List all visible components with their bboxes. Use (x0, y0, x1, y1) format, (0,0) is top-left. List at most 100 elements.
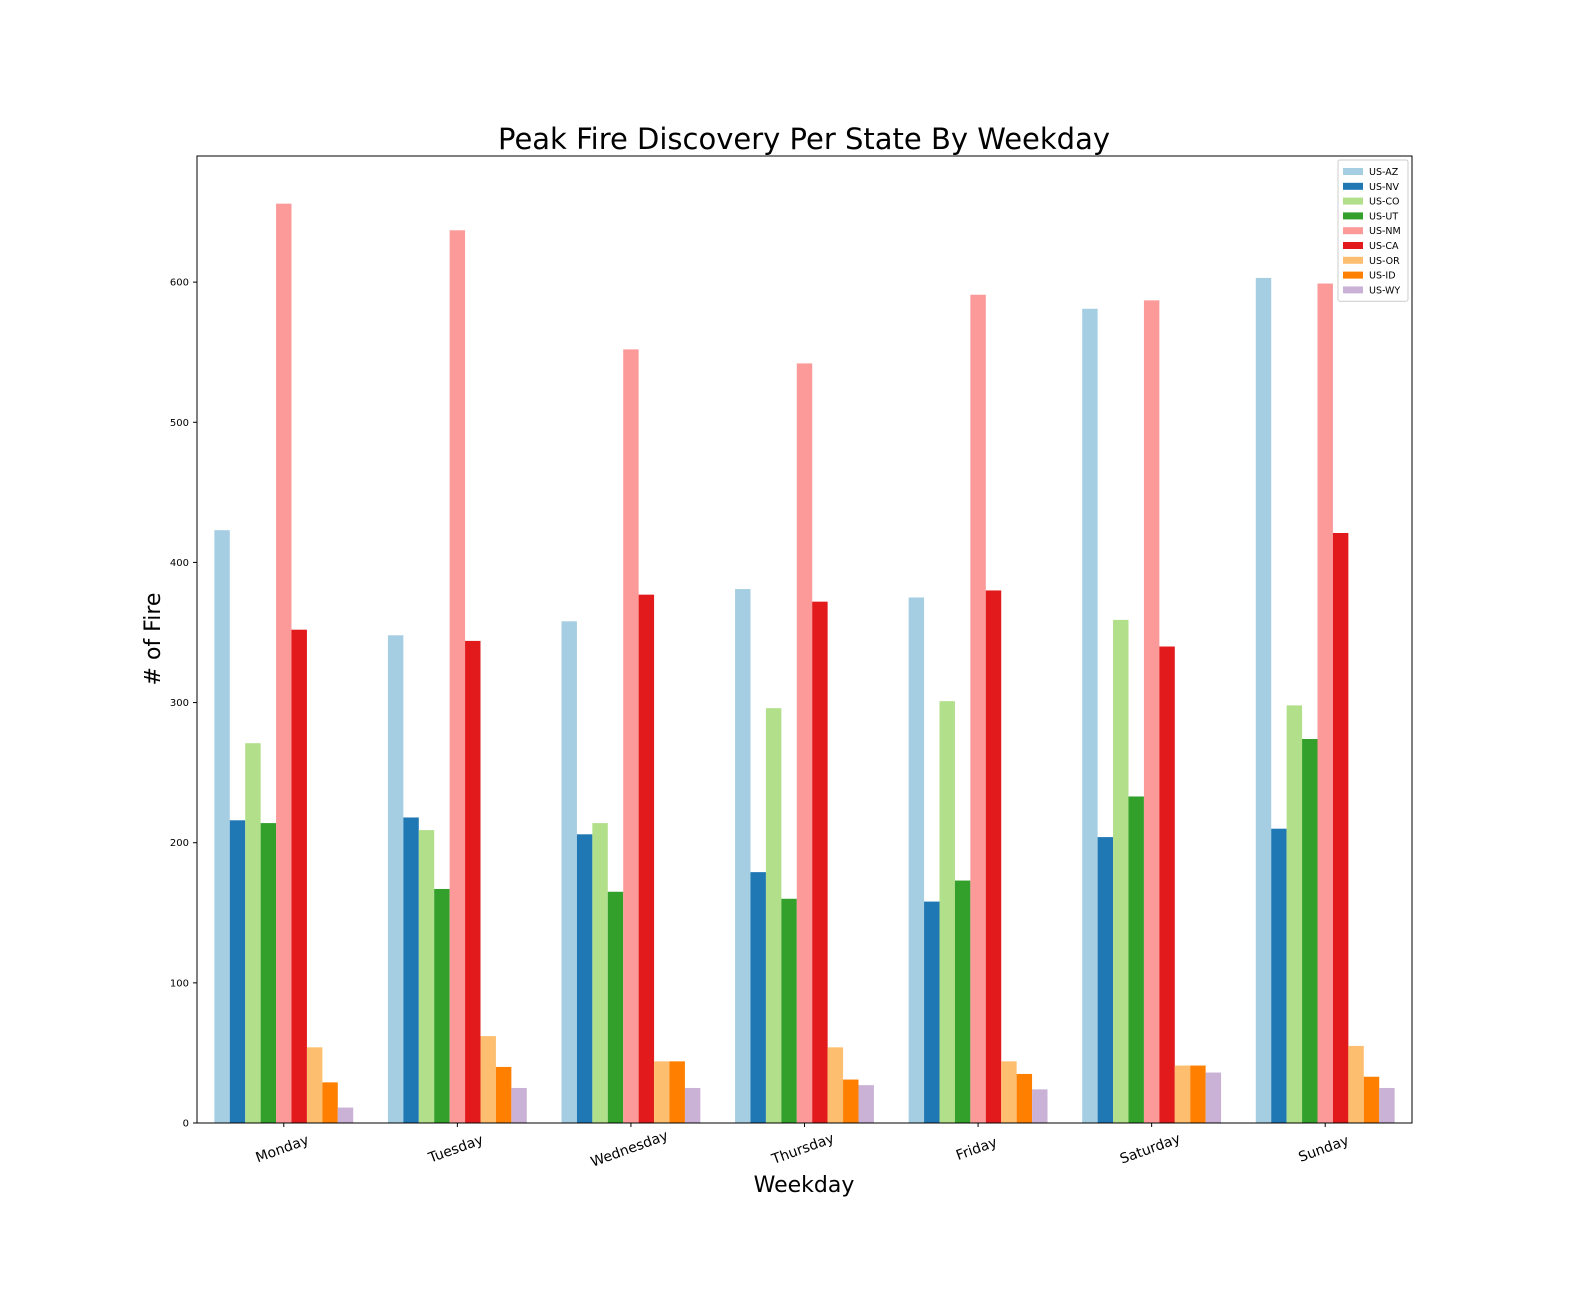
bar-us-wy-saturday (1205, 1072, 1222, 1123)
bar-us-id-thursday (843, 1079, 859, 1123)
legend-box (1337, 159, 1409, 302)
bar-us-co-saturday (1113, 619, 1129, 1123)
bars-layer (214, 203, 1395, 1124)
bar-us-wy-tuesday (511, 1087, 527, 1123)
legend-swatch-us-or (1343, 256, 1363, 264)
bar-us-ca-saturday (1159, 646, 1175, 1123)
bar-us-ca-thursday (812, 601, 828, 1123)
bar-us-id-saturday (1190, 1065, 1206, 1123)
bar-us-az-tuesday (387, 635, 404, 1123)
x-tick-label-thursday: Thursday (769, 1131, 837, 1169)
bar-us-nv-wednesday (576, 834, 593, 1123)
y-axis: 0 100 200 300 400 500 600 (170, 278, 197, 1130)
bar-us-nm-monday (276, 203, 292, 1123)
bar-us-or-saturday (1174, 1065, 1191, 1123)
legend: US-AZ US-NV US-CO US-UT US-NM US-CA US-OR US-ID… (1337, 159, 1409, 302)
legend-swatch-us-co (1343, 197, 1363, 205)
bar-us-or-tuesday (480, 1036, 496, 1123)
bar-us-az-friday (908, 597, 925, 1123)
bar-us-nv-monday (229, 820, 246, 1123)
bar-us-wy-sunday (1379, 1087, 1395, 1123)
bar-us-co-tuesday (418, 830, 435, 1123)
chart-title: Peak Fire Discovery Per State By Weekday (498, 122, 1110, 156)
bar-us-nm-wednesday (623, 349, 639, 1123)
bar-us-nv-thursday (750, 872, 766, 1123)
y-axis-title: # of Fire (141, 593, 166, 686)
x-tick-label-tuesday: Tuesday (426, 1132, 486, 1167)
legend-swatch-us-nm (1343, 227, 1363, 235)
bar-us-co-sunday (1286, 705, 1303, 1123)
bar-us-ut-wednesday (607, 891, 624, 1123)
legend-swatch-us-az (1343, 168, 1363, 175)
bar-us-wy-thursday (858, 1085, 874, 1123)
bar-us-nm-saturday (1143, 300, 1160, 1124)
bar-us-az-thursday (735, 589, 751, 1123)
bar-us-ut-tuesday (434, 888, 450, 1123)
legend-label-us-ut: US-UT (1369, 211, 1398, 222)
bar-us-co-friday (939, 701, 955, 1123)
bar-us-id-monday (322, 1082, 338, 1123)
y-tick-label: 100 (170, 978, 189, 989)
bar-us-nv-tuesday (403, 817, 419, 1123)
bar-us-or-wednesday (654, 1061, 670, 1123)
bar-us-co-monday (245, 743, 261, 1123)
bar-us-or-friday (1001, 1061, 1017, 1123)
bar-us-or-sunday (1348, 1045, 1364, 1123)
bar-us-wy-monday (337, 1107, 354, 1123)
legend-label-us-id: US-ID (1369, 271, 1396, 282)
bar-us-nv-sunday (1271, 828, 1287, 1123)
legend-label-us-or: US-OR (1369, 256, 1400, 267)
x-tick-label-monday: Monday (254, 1132, 311, 1166)
bar-us-or-monday (306, 1047, 323, 1123)
legend-label-us-ca: US-CA (1369, 241, 1399, 252)
x-tick-label-saturday: Saturday (1118, 1131, 1183, 1168)
bar-us-id-wednesday (669, 1061, 685, 1123)
bar-us-az-sunday (1255, 277, 1272, 1123)
bar-us-ca-monday (291, 629, 307, 1123)
bar-us-az-wednesday (561, 621, 577, 1123)
legend-swatch-us-nv (1343, 182, 1363, 190)
bar-us-ut-saturday (1128, 796, 1144, 1123)
y-tick-label: 300 (170, 698, 189, 709)
bar-us-ut-sunday (1302, 739, 1318, 1123)
x-axis: Monday Tuesday Wednesday Thursday Friday Satu… (254, 1123, 1351, 1171)
bar-us-ca-friday (985, 590, 1002, 1123)
bar-us-nv-friday (924, 901, 940, 1123)
bar-us-id-tuesday (495, 1066, 512, 1123)
bar-us-ut-monday (260, 823, 277, 1123)
bar-us-az-monday (214, 530, 230, 1123)
bar-us-ca-wednesday (638, 594, 655, 1123)
bar-us-nm-sunday (1317, 283, 1333, 1123)
x-tick-label-friday: Friday (954, 1134, 999, 1164)
x-axis-title: Weekday (754, 1173, 855, 1198)
bar-us-wy-wednesday (684, 1087, 701, 1123)
bar-us-wy-friday (1032, 1089, 1048, 1123)
y-tick-label: 400 (170, 558, 189, 569)
plot-frame (196, 155, 1413, 1124)
bar-us-id-friday (1016, 1073, 1033, 1123)
bar-us-ca-tuesday (465, 640, 481, 1123)
bar-us-ca-sunday (1332, 532, 1349, 1123)
bar-us-ut-thursday (781, 898, 797, 1123)
legend-label-us-wy: US-WY (1369, 285, 1400, 296)
legend-swatch-us-wy (1343, 286, 1363, 294)
legend-swatch-us-id (1343, 271, 1363, 279)
y-tick-label: 600 (170, 278, 189, 289)
y-tick-label: 500 (170, 418, 189, 429)
bar-us-nm-friday (970, 294, 986, 1123)
legend-label-us-az: US-AZ (1369, 167, 1399, 178)
bar-us-or-thursday (827, 1047, 844, 1123)
bar-us-co-thursday (765, 708, 782, 1123)
legend-label-us-nm: US-NM (1369, 226, 1401, 237)
legend-swatch-us-ca (1343, 242, 1363, 249)
bar-us-nv-saturday (1097, 837, 1114, 1123)
y-tick-label: 200 (170, 838, 189, 849)
legend-label-us-nv: US-NV (1369, 182, 1400, 193)
x-tick-label-wednesday: Wednesday (589, 1128, 671, 1171)
bar-us-nm-thursday (796, 363, 813, 1123)
bar-us-az-saturday (1082, 308, 1098, 1123)
bar-us-co-wednesday (592, 823, 608, 1123)
x-tick-label-sunday: Sunday (1296, 1133, 1351, 1166)
bar-us-ut-friday (954, 880, 971, 1123)
